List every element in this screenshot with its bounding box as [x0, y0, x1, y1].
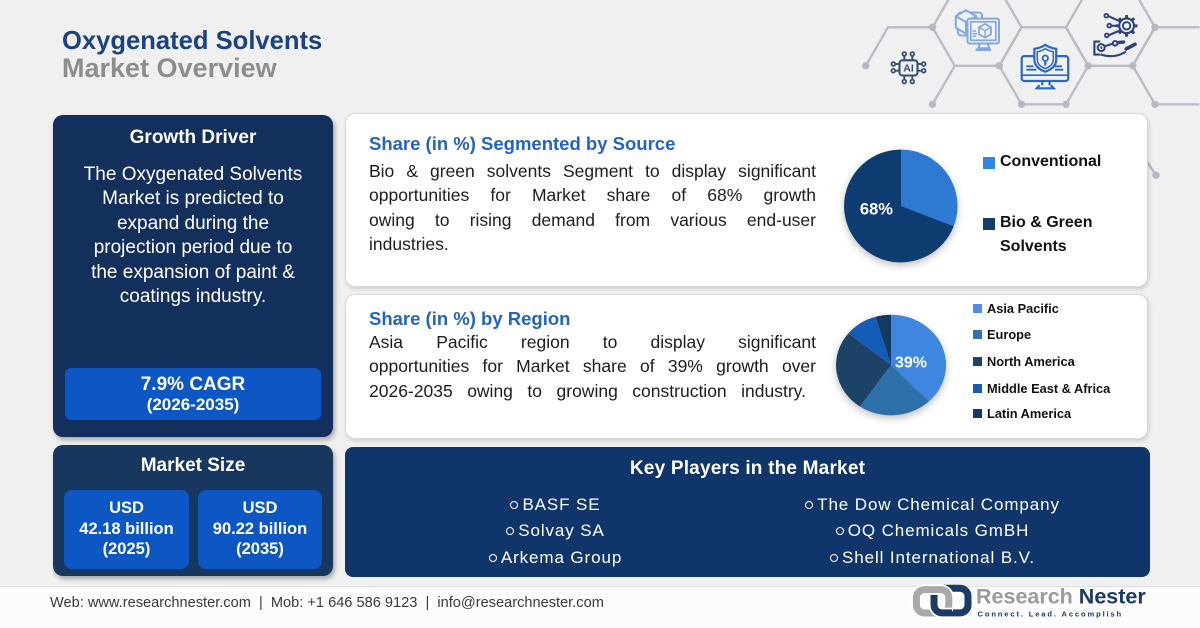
svg-text:AI: AI [903, 62, 914, 74]
svg-text:39%: 39% [895, 354, 927, 371]
svg-text:Research Nester: Research Nester [976, 585, 1146, 609]
svg-text:Connect. Lead. Accomplish: Connect. Lead. Accomplish [978, 610, 1124, 619]
svg-text:68%: 68% [860, 200, 893, 218]
